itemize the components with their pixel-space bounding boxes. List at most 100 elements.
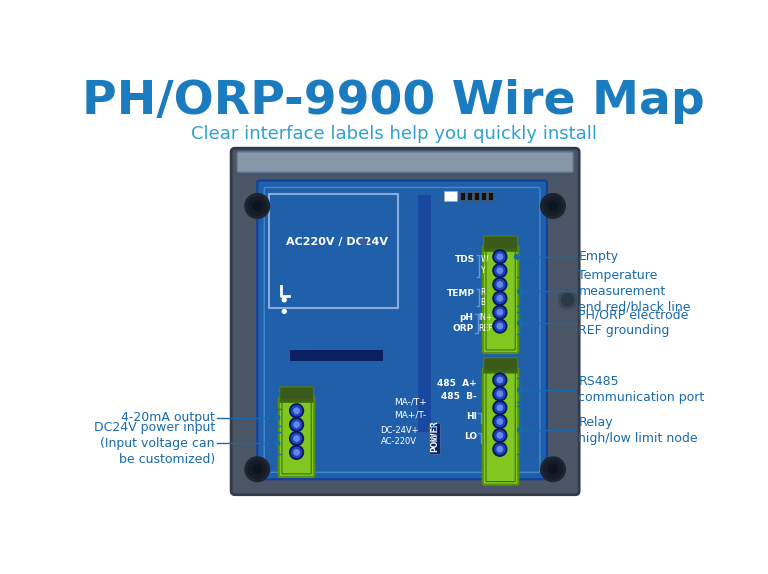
- Text: TDS: TDS: [455, 255, 475, 265]
- Circle shape: [493, 263, 507, 278]
- Circle shape: [495, 293, 505, 303]
- Circle shape: [541, 193, 565, 218]
- Circle shape: [541, 457, 565, 482]
- Text: Temperature
measurement
end red/black line: Temperature measurement end red/black li…: [578, 269, 691, 314]
- Circle shape: [497, 447, 502, 452]
- Circle shape: [493, 414, 507, 428]
- Circle shape: [275, 416, 280, 420]
- Bar: [290, 350, 382, 360]
- Circle shape: [495, 321, 505, 331]
- Circle shape: [497, 323, 502, 329]
- Circle shape: [495, 307, 505, 317]
- Circle shape: [497, 405, 502, 410]
- Circle shape: [548, 201, 558, 211]
- Text: B: B: [481, 298, 485, 307]
- Circle shape: [292, 420, 302, 429]
- FancyBboxPatch shape: [484, 236, 518, 251]
- Circle shape: [248, 197, 266, 215]
- Text: IN+: IN+: [478, 313, 493, 322]
- Circle shape: [497, 282, 502, 287]
- Bar: [481, 192, 486, 200]
- Bar: [269, 193, 399, 308]
- FancyBboxPatch shape: [483, 367, 518, 484]
- Text: TEMP: TEMP: [447, 289, 475, 298]
- Circle shape: [294, 449, 300, 455]
- Circle shape: [497, 433, 502, 438]
- Circle shape: [495, 266, 505, 276]
- Text: MA+/T-: MA+/T-: [395, 410, 426, 419]
- Circle shape: [360, 239, 366, 245]
- Circle shape: [495, 403, 505, 413]
- Bar: [474, 192, 479, 200]
- Circle shape: [294, 436, 300, 441]
- Bar: [431, 426, 436, 432]
- Circle shape: [495, 280, 505, 289]
- Circle shape: [515, 254, 519, 259]
- Circle shape: [493, 401, 507, 414]
- Bar: [431, 436, 436, 441]
- Circle shape: [518, 387, 522, 392]
- Bar: [467, 192, 472, 200]
- Circle shape: [294, 422, 300, 427]
- Circle shape: [497, 309, 502, 315]
- Circle shape: [495, 417, 505, 426]
- Text: 485  B-: 485 B-: [441, 391, 477, 401]
- Text: W: W: [481, 255, 488, 265]
- FancyBboxPatch shape: [483, 246, 518, 353]
- FancyBboxPatch shape: [231, 148, 579, 495]
- Text: pH: pH: [460, 313, 474, 322]
- Circle shape: [493, 428, 507, 443]
- Circle shape: [548, 465, 558, 474]
- Text: Clear interface labels help you quickly install: Clear interface labels help you quickly …: [190, 125, 597, 144]
- Circle shape: [493, 387, 507, 401]
- Text: R: R: [481, 288, 486, 297]
- Text: REF: REF: [478, 324, 493, 333]
- Circle shape: [253, 465, 262, 474]
- Circle shape: [497, 377, 502, 383]
- Circle shape: [495, 252, 505, 262]
- Circle shape: [294, 408, 300, 413]
- Text: Relay
high/low limit node: Relay high/low limit node: [578, 416, 698, 444]
- Circle shape: [292, 447, 302, 457]
- Text: 485  A+: 485 A+: [437, 378, 477, 387]
- Circle shape: [495, 430, 505, 440]
- Text: AC220V / DC24V: AC220V / DC24V: [286, 237, 388, 247]
- Circle shape: [245, 457, 270, 482]
- Text: DC24V power input
(Input voltage can
be customized): DC24V power input (Input voltage can be …: [94, 421, 215, 466]
- Circle shape: [497, 391, 502, 397]
- Text: RS485
communication port: RS485 communication port: [578, 375, 705, 405]
- Circle shape: [493, 292, 507, 305]
- Circle shape: [292, 406, 302, 416]
- FancyBboxPatch shape: [237, 152, 573, 172]
- Text: AC-220V: AC-220V: [380, 437, 416, 446]
- Circle shape: [561, 294, 574, 306]
- Text: PH/ORP electrode
REF grounding: PH/ORP electrode REF grounding: [578, 308, 689, 338]
- Circle shape: [493, 319, 507, 333]
- Circle shape: [283, 298, 286, 302]
- Text: ORP: ORP: [452, 324, 474, 333]
- Circle shape: [497, 254, 502, 259]
- FancyBboxPatch shape: [257, 181, 547, 479]
- Circle shape: [497, 419, 502, 424]
- FancyBboxPatch shape: [279, 397, 314, 477]
- Circle shape: [290, 418, 303, 432]
- FancyBboxPatch shape: [484, 358, 518, 373]
- Circle shape: [495, 389, 505, 399]
- Circle shape: [493, 305, 507, 319]
- Text: Empty: Empty: [578, 250, 618, 263]
- Text: LO: LO: [464, 432, 477, 441]
- Circle shape: [518, 321, 522, 325]
- Bar: [460, 192, 465, 200]
- Text: MA-/T+: MA-/T+: [395, 397, 427, 406]
- Circle shape: [497, 296, 502, 301]
- Circle shape: [290, 404, 303, 418]
- Circle shape: [495, 444, 505, 454]
- Bar: [429, 423, 440, 454]
- Text: PH/ORP-9900 Wire Map: PH/ORP-9900 Wire Map: [82, 79, 705, 124]
- Text: Y: Y: [481, 266, 485, 275]
- Circle shape: [495, 375, 505, 385]
- Text: 4-20mA output: 4-20mA output: [121, 411, 215, 424]
- Circle shape: [544, 460, 562, 479]
- FancyBboxPatch shape: [280, 387, 313, 402]
- Bar: [445, 191, 457, 201]
